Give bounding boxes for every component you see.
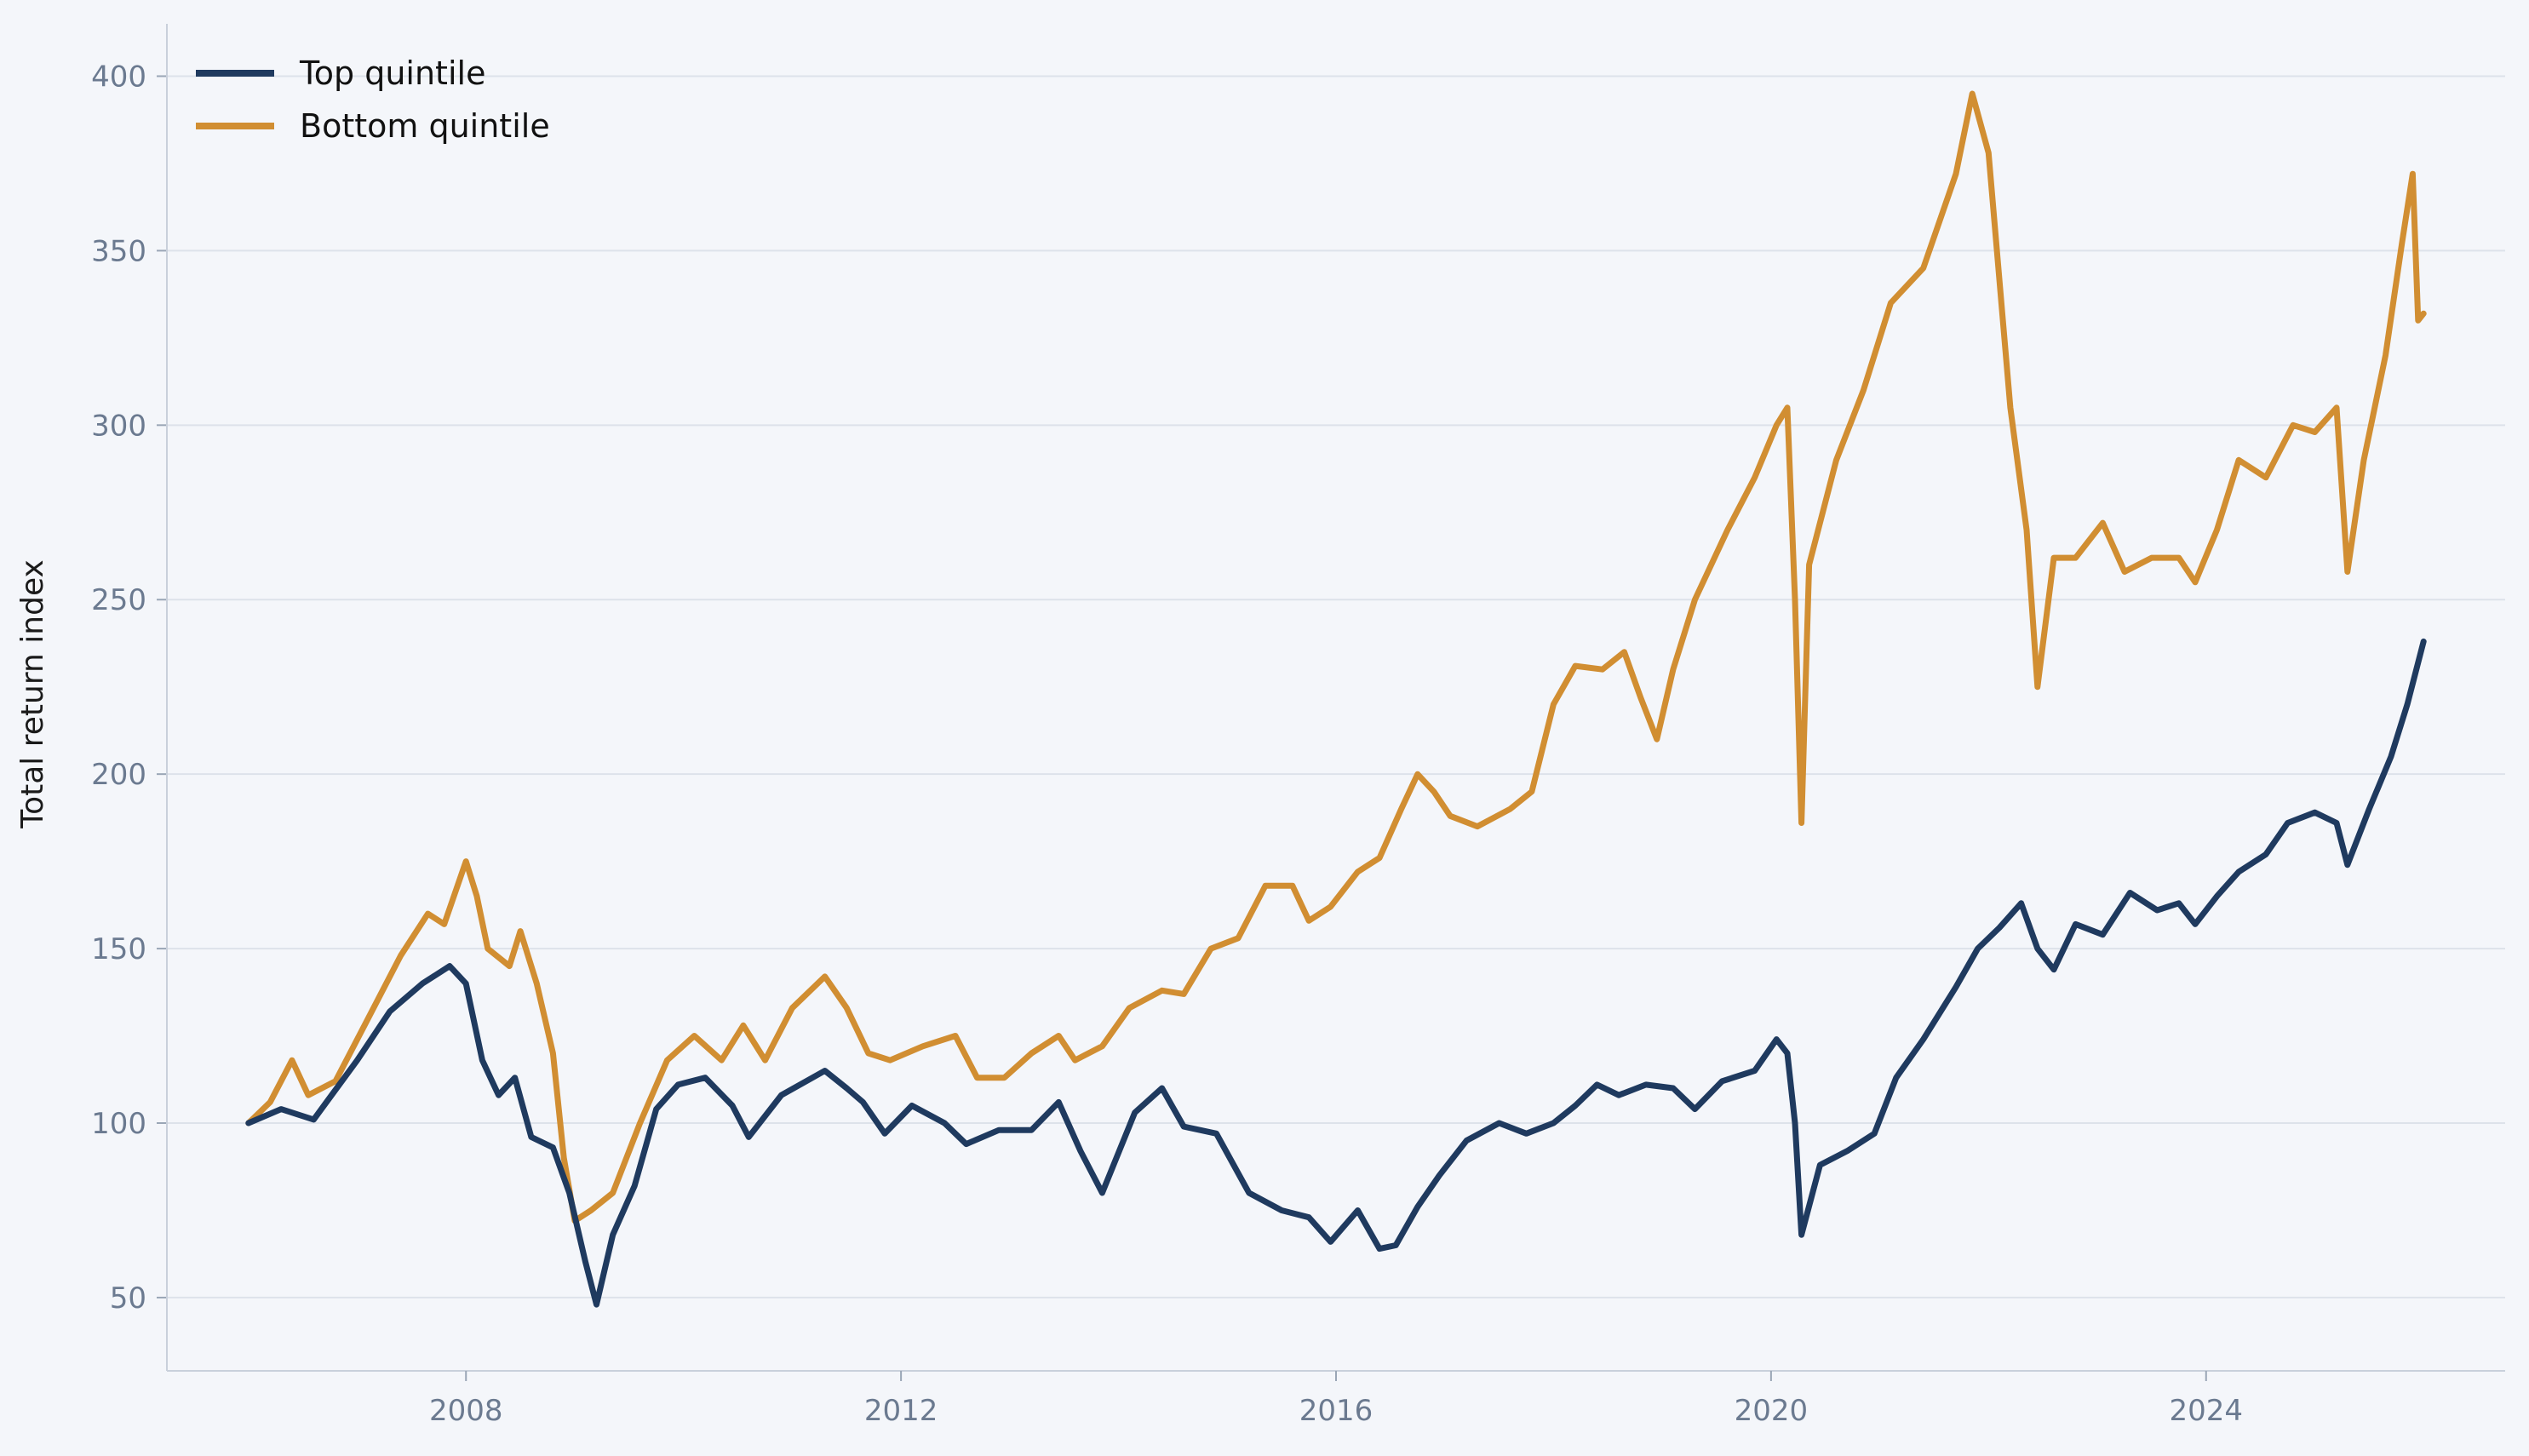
x-tick-label: 2020 (1735, 1394, 1809, 1428)
y-tick-label: 100 (91, 1107, 146, 1141)
axes (157, 24, 2505, 1381)
y-tick-label: 250 (91, 583, 146, 617)
y-tick-label: 50 (110, 1281, 146, 1316)
y-tick-label: 200 (91, 758, 146, 792)
legend: Top quintile Bottom quintile (196, 54, 550, 145)
y-axis-title: Total return index (15, 559, 50, 829)
x-tick-label: 2008 (429, 1394, 503, 1428)
series-layer (245, 90, 2427, 1308)
y-tick-label: 150 (91, 932, 146, 966)
gridlines (167, 75, 2505, 1298)
legend-label: Bottom quintile (300, 107, 550, 145)
y-tick-label: 300 (91, 409, 146, 443)
legend-label: Top quintile (299, 54, 485, 92)
x-tick-label: 2016 (1299, 1394, 1373, 1428)
y-tick-label: 350 (91, 234, 146, 268)
tick-labels: 50 100 150 200 250 300 350 400 2008 2012 2016 2020 2… (91, 60, 2243, 1428)
x-tick-label: 2012 (864, 1394, 938, 1428)
y-tick-label: 400 (91, 60, 146, 94)
x-tick-label: 2024 (2170, 1394, 2244, 1428)
series-line-top-quintile (245, 638, 2427, 1308)
